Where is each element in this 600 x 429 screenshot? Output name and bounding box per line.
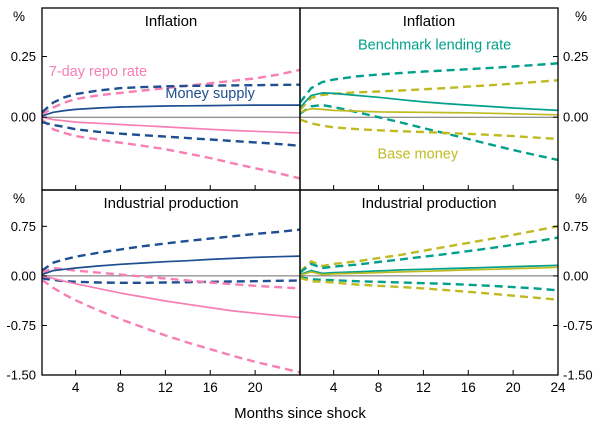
percent-symbol: % (13, 9, 25, 24)
y-tick-label: 0.75 (11, 219, 36, 234)
x-tick-label: 16 (461, 380, 476, 395)
series-line-teal-lower (299, 103, 559, 162)
series-line-pink-lower (41, 278, 301, 374)
y-tick-label: 0.00 (11, 110, 36, 125)
series-line-blue-lower (41, 277, 301, 284)
series-line-blue-lower (41, 120, 301, 147)
series-line-olive-mean (299, 266, 559, 277)
series-line-olive-upper (299, 225, 559, 273)
panel-title: Industrial production (361, 195, 496, 212)
panel-title: Inflation (403, 13, 456, 30)
x-tick-label: 24 (550, 380, 566, 395)
y-tick-label: 0.00 (563, 110, 588, 125)
y-tick-label: -0.75 (563, 318, 593, 333)
series-line-teal-upper (299, 236, 559, 274)
x-tick-label: 4 (330, 380, 338, 395)
x-tick-label: 12 (158, 380, 173, 395)
x-tick-label: 8 (117, 380, 125, 395)
x-tick-label: 20 (248, 380, 263, 395)
x-tick-label: 16 (203, 380, 218, 395)
series-line-teal-lower (299, 276, 559, 292)
series-line-pink-lower (41, 118, 301, 180)
series-line-blue-upper (41, 83, 301, 114)
series-label: Money supply (165, 86, 255, 102)
y-tick-label: 0.25 (563, 49, 588, 64)
x-tick-label: 12 (416, 380, 431, 395)
series-label: Base money (377, 146, 458, 162)
panel-title: Industrial production (103, 195, 238, 212)
percent-symbol: % (13, 191, 25, 206)
series-line-pink-upper (41, 266, 301, 290)
series-line-pink-upper (41, 68, 301, 116)
panel-border (299, 7, 559, 191)
y-tick-label: 0.75 (563, 219, 588, 234)
series-line-blue-upper (41, 228, 301, 272)
series-line-teal-mean (299, 264, 559, 276)
series-line-teal-mean (299, 92, 559, 112)
x-axis-title: Months since shock (234, 405, 366, 422)
panel-border (41, 189, 301, 376)
series-line-olive-lower (299, 118, 559, 141)
percent-symbol: % (575, 191, 587, 206)
series-label: Benchmark lending rate (358, 37, 511, 53)
series-line-pink-mean (41, 116, 301, 134)
series-line-blue-mean (41, 255, 301, 276)
y-tick-label: 0.00 (11, 268, 36, 283)
y-tick-label: -1.50 (563, 368, 593, 383)
panel-title: Inflation (145, 13, 198, 30)
x-tick-label: 4 (72, 380, 80, 395)
y-tick-label: -1.50 (6, 368, 36, 383)
y-tick-label: 0.00 (563, 268, 588, 283)
series-line-olive-lower (299, 276, 559, 301)
series-line-blue-mean (41, 104, 300, 117)
x-tick-label: 8 (375, 380, 383, 395)
y-tick-label: -0.75 (6, 318, 36, 333)
percent-symbol: % (575, 9, 587, 24)
y-tick-label: 0.25 (11, 49, 36, 64)
series-label: 7-day repo rate (49, 64, 147, 80)
series-line-pink-mean (41, 275, 301, 319)
series-line-olive-mean (299, 107, 559, 116)
x-tick-label: 20 (506, 380, 521, 395)
series-line-olive-upper (299, 79, 559, 111)
panel-border (299, 189, 559, 376)
series-line-teal-upper (299, 62, 559, 104)
